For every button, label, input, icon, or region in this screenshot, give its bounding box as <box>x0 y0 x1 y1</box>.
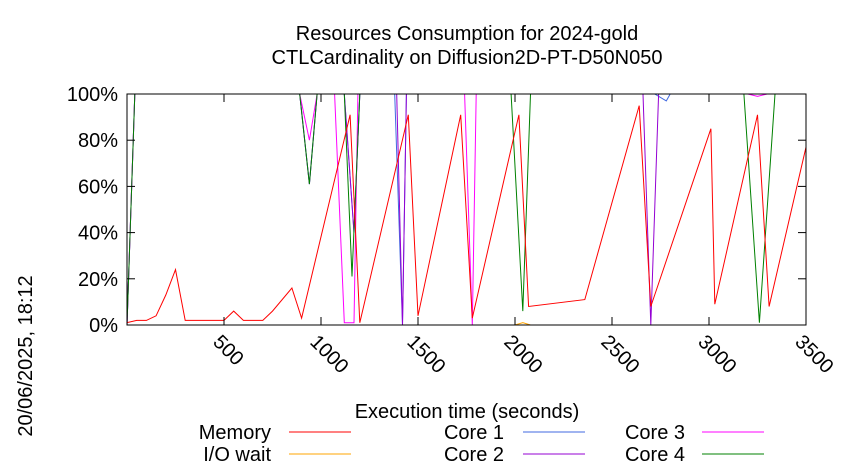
legend-label-core-3: Core 3 <box>625 422 685 444</box>
x-tick-label: 3500 <box>790 331 837 378</box>
legend-label-i-o-wait: I/O wait <box>203 444 271 466</box>
y-tick-label: 100% <box>67 84 118 106</box>
x-tick-label: 2500 <box>596 331 643 378</box>
chart-title: Resources Consumption for 2024-gold <box>296 23 638 45</box>
plot-area: 0% 20% 40% 60% 80% 100% 500 1000 1500 2000 2500 300… <box>67 84 838 378</box>
y-tick-label: 60% <box>78 176 118 198</box>
plot-frame <box>126 93 807 326</box>
x-tick-label: 500 <box>208 331 247 370</box>
legend-label-core-4: Core 4 <box>625 444 685 466</box>
y-tick-label: 20% <box>78 269 118 291</box>
x-tick-label: 3000 <box>693 331 740 378</box>
chart-subtitle: CTLCardinality on Diffusion2D-PT-D50N050 <box>272 47 663 69</box>
x-axis-label: Execution time (seconds) <box>355 401 580 423</box>
x-tick-label: 2000 <box>499 331 546 378</box>
y-tick-label: 80% <box>78 130 118 152</box>
x-tick-label: 1500 <box>402 331 449 378</box>
series-group <box>127 93 806 326</box>
legend-label-core-2: Core 2 <box>444 444 504 466</box>
series-line-core-3 <box>127 93 806 326</box>
y-tick-label: 0% <box>89 315 118 337</box>
legend-label-core-1: Core 1 <box>444 422 504 444</box>
y-tick-label: 40% <box>78 223 118 245</box>
legend-label-memory: Memory <box>199 422 271 444</box>
x-tick-label: 1000 <box>305 331 352 378</box>
side-timestamp: 20/06/2025, 18:12 <box>15 275 37 436</box>
series-line-memory <box>127 105 806 324</box>
